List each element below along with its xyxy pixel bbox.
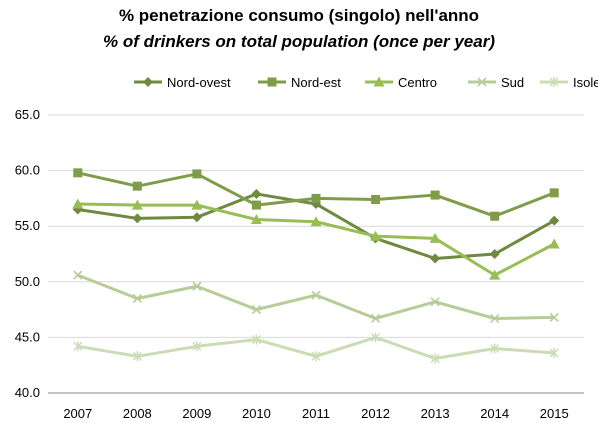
data-point-nord-est: [549, 188, 559, 198]
legend-label: Centro: [398, 75, 437, 90]
data-point-nord-est: [73, 168, 83, 178]
data-point-isole: [251, 334, 261, 345]
data-point-nord-est: [490, 211, 500, 221]
legend-item-isole: Isole: [540, 75, 598, 90]
chart-subtitle: % of drinkers on total population (once …: [103, 32, 495, 51]
data-point-sud: [549, 312, 559, 322]
data-point-sud: [73, 270, 83, 280]
data-point-nord-est: [132, 181, 142, 191]
data-point-isole: [549, 347, 559, 358]
data-point-sud: [490, 313, 500, 324]
y-tick-label: 40.0: [15, 385, 40, 400]
x-tick-label: 2010: [242, 406, 271, 421]
data-point-centro: [310, 216, 322, 227]
data-point-centro: [191, 199, 203, 210]
data-point-centro: [489, 269, 501, 280]
x-tick-label: 2015: [540, 406, 569, 421]
data-point-nord-est: [371, 195, 381, 205]
data-point-isole: [192, 341, 202, 352]
legend-item-sud: Sud: [468, 75, 524, 90]
x-tick-label: 2011: [302, 406, 330, 421]
data-point-isole: [73, 341, 83, 352]
x-tick-label: 2007: [63, 406, 92, 421]
series-line-centro: [77, 202, 555, 277]
legend-label: Nord-est: [291, 75, 341, 90]
data-point-nord-ovest: [489, 249, 500, 259]
y-tick-label: 55.0: [15, 218, 40, 233]
data-point-nord-ovest: [132, 213, 143, 224]
data-point-centro: [548, 238, 560, 249]
data-point-centro: [429, 232, 441, 243]
data-point-nord-est: [311, 193, 321, 203]
y-tick-label: 50.0: [15, 274, 40, 289]
legend-label: Isole: [573, 75, 598, 90]
data-point-sud: [132, 293, 142, 304]
y-tick-label: 60.0: [15, 163, 40, 178]
x-tick-label: 2008: [123, 406, 152, 421]
data-point-nord-est: [192, 169, 202, 179]
data-point-isole: [311, 351, 321, 362]
y-tick-label: 45.0: [15, 329, 40, 344]
data-point-centro: [131, 199, 143, 210]
data-point-centro: [72, 198, 84, 209]
legend-label: Sud: [501, 75, 524, 90]
data-point-nord-est: [430, 190, 440, 200]
data-point-sud: [430, 297, 440, 307]
data-point-sud: [192, 281, 202, 291]
data-point-centro: [370, 230, 382, 241]
data-point-isole: [371, 332, 381, 343]
data-point-nord-ovest: [430, 253, 441, 264]
legend-item-nord-ovest: Nord-ovest: [134, 75, 231, 90]
chart-title: % penetrazione consumo (singolo) nell'an…: [118, 6, 480, 25]
x-tick-label: 2013: [421, 406, 450, 421]
x-tick-label: 2014: [480, 406, 509, 421]
y-tick-label: 65.0: [15, 107, 40, 122]
data-point-nord-ovest: [549, 215, 560, 226]
data-point-nord-ovest: [251, 188, 262, 199]
data-point-centro: [250, 214, 262, 225]
x-tick-label: 2009: [182, 406, 211, 421]
legend-item-nord-est: Nord-est: [258, 75, 341, 90]
data-point-isole: [132, 351, 142, 362]
data-point-isole: [430, 353, 440, 364]
data-point-nord-est: [251, 200, 261, 210]
legend-label: Nord-ovest: [167, 75, 231, 90]
data-point-sud: [251, 305, 262, 315]
data-point-nord-ovest: [191, 212, 202, 223]
data-point-sud: [370, 313, 381, 324]
data-point-isole: [490, 343, 500, 354]
data-point-sud: [311, 290, 321, 300]
legend-item-centro: Centro: [365, 75, 437, 90]
x-tick-label: 2012: [361, 406, 390, 421]
